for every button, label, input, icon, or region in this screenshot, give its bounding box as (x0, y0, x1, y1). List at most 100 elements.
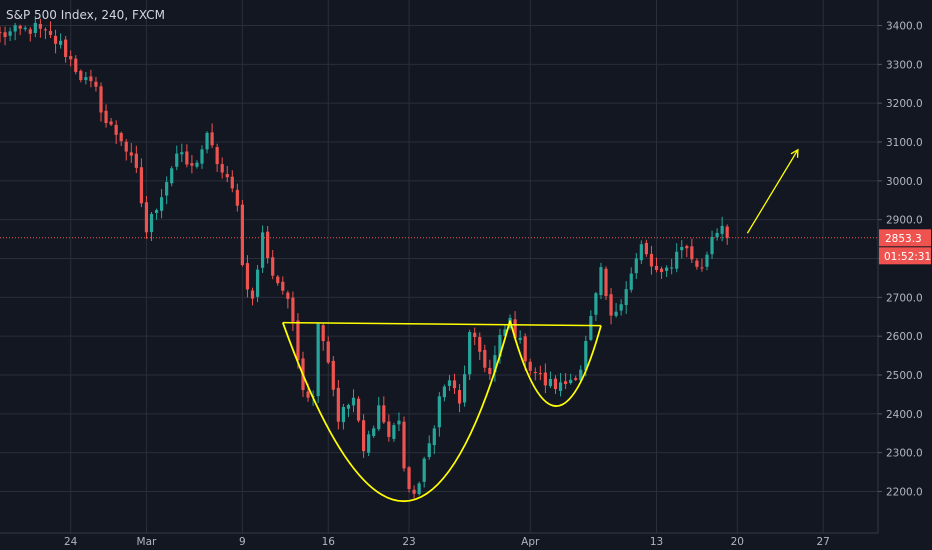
candle-down (3, 32, 7, 37)
candle-up (417, 483, 421, 495)
candle-up (705, 254, 709, 267)
price-axis-panel[interactable] (878, 0, 932, 533)
candle-down (483, 350, 487, 368)
candle-up (170, 168, 174, 184)
candle-down (114, 124, 118, 135)
candle-down (574, 378, 578, 380)
candle-down (331, 360, 335, 390)
countdown-badge (879, 247, 931, 265)
candle-down (245, 263, 250, 290)
candle-up (59, 40, 63, 45)
candle-up (629, 273, 633, 290)
candle-down (725, 226, 729, 238)
candle-up (149, 213, 154, 233)
candle-down (185, 151, 189, 165)
candle-down (356, 398, 361, 421)
candle-down (407, 467, 411, 490)
candle-down (281, 281, 285, 291)
candle-down (28, 29, 32, 34)
candle-down (225, 174, 229, 178)
x-tick-label: 13 (650, 536, 663, 548)
candle-up (518, 337, 522, 340)
candle-up (261, 232, 265, 268)
candle-down (99, 86, 103, 113)
candle-up (680, 246, 684, 251)
projection-arrow-head (790, 148, 799, 158)
candle-down (488, 367, 492, 375)
candle-up (316, 323, 320, 397)
candle-up (160, 197, 164, 211)
x-tick-label: 16 (322, 536, 336, 548)
candle-up (255, 269, 260, 297)
candle-down (215, 147, 219, 165)
candle-down (387, 421, 391, 437)
candle-down (644, 242, 648, 255)
candle-down (144, 202, 149, 233)
candle-up (619, 304, 623, 311)
candle-down (286, 292, 290, 299)
candle-down (685, 246, 689, 249)
candle-down (0, 32, 2, 34)
candle-up (367, 434, 371, 453)
candle-up (599, 267, 603, 296)
candle-up (377, 405, 381, 430)
countdown-value: 01:52:31 (884, 251, 931, 263)
y-tick-label: 2900.0 (886, 215, 923, 227)
candle-down (296, 320, 300, 361)
candle-down (271, 257, 275, 276)
candle-up (558, 382, 563, 391)
candle-down (306, 391, 310, 398)
y-tick-label: 2500.0 (886, 370, 923, 382)
y-tick-label: 2300.0 (886, 448, 923, 460)
candle-down (109, 121, 113, 125)
candle-up (84, 77, 88, 81)
candle-up (180, 152, 184, 155)
projection-arrow-line (746, 149, 799, 234)
candle-up (351, 397, 356, 406)
candle-down (250, 290, 255, 299)
candle-up (670, 267, 674, 269)
candle-down (321, 325, 325, 342)
candle-down (326, 341, 330, 363)
candle-down (609, 294, 613, 316)
candle-down (402, 421, 406, 469)
candle-down (382, 405, 386, 423)
time-axis-panel[interactable] (0, 533, 932, 550)
candle-down (412, 489, 416, 494)
candle-down (362, 420, 366, 452)
candle-up (584, 341, 588, 371)
candle-down (89, 76, 93, 82)
x-tick-label: 24 (64, 536, 78, 548)
candle-up (341, 407, 345, 423)
candle-down (69, 56, 73, 60)
time-axis: 24 Mar 9 16 23 Apr 13 20 27 (64, 536, 830, 548)
y-tick-label: 3000.0 (886, 176, 923, 188)
candle-down (266, 231, 270, 259)
candle-up (579, 369, 583, 381)
candle-up (195, 162, 199, 167)
candle-up (422, 458, 426, 482)
candle-down (79, 70, 83, 81)
candle-up (498, 334, 502, 357)
candle-down (523, 336, 527, 362)
x-tick-label: Apr (521, 536, 540, 548)
candle-down (134, 153, 138, 168)
candle-up (548, 379, 553, 387)
candle-down (220, 164, 224, 173)
pattern-annotations (281, 148, 799, 502)
candle-down (528, 361, 532, 371)
last-price-value: 2853.3 (885, 233, 922, 245)
y-tick-label: 2400.0 (886, 409, 923, 421)
candle-up (346, 405, 351, 409)
x-tick-label: 20 (731, 536, 744, 548)
candle-down (18, 25, 22, 29)
y-tick-label: 2200.0 (886, 487, 923, 499)
y-tick-label: 2700.0 (886, 292, 923, 304)
candle-up (675, 251, 679, 269)
candle-up (23, 27, 27, 30)
candle-up (503, 329, 507, 336)
candle-down (235, 189, 239, 206)
candle-up (468, 332, 472, 375)
